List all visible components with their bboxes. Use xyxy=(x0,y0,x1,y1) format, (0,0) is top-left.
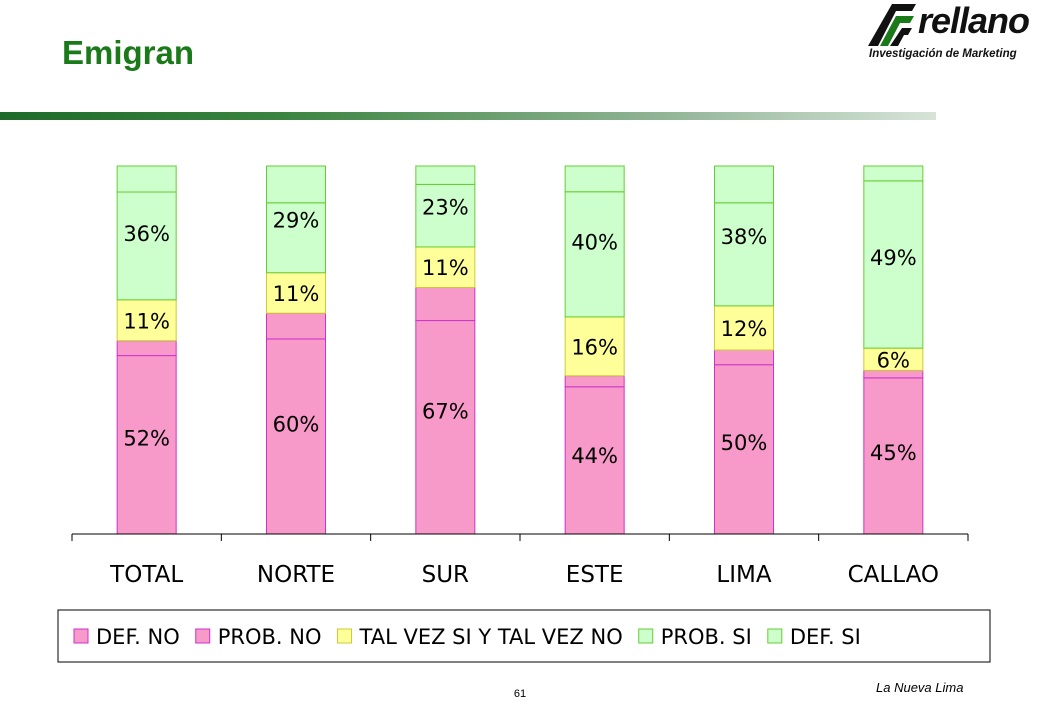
bar-segment xyxy=(266,312,326,340)
bar-segment xyxy=(116,299,177,342)
x-tick-label: CALLAO xyxy=(848,562,939,588)
legend-label: PROB. SI xyxy=(661,625,752,649)
bar-segment xyxy=(266,338,326,535)
bar-segment xyxy=(714,305,774,351)
legend-swatch xyxy=(638,628,654,644)
x-tick-label: TOTAL xyxy=(109,562,183,588)
bar-segment xyxy=(116,340,177,357)
bar-segment xyxy=(564,386,625,535)
data-label: 11% xyxy=(123,309,170,333)
legend-box xyxy=(57,609,991,663)
data-label: 38% xyxy=(721,225,768,249)
bar-segment xyxy=(564,191,625,318)
data-label: 49% xyxy=(870,246,917,270)
data-label: 50% xyxy=(721,431,768,455)
bar-segment xyxy=(266,202,326,274)
logo-wordmark: rellano xyxy=(918,0,1030,41)
bar-segment xyxy=(714,165,774,204)
legend-swatch xyxy=(767,628,783,644)
brand-logo: rellano Investigación de Marketing xyxy=(866,0,1038,66)
data-label: 60% xyxy=(273,413,320,437)
x-tick-label: LIMA xyxy=(716,562,771,588)
x-tick-label: NORTE xyxy=(257,562,335,588)
data-label: 12% xyxy=(721,317,768,341)
bar-segment xyxy=(415,183,476,248)
data-label: 6% xyxy=(877,348,910,372)
bar-segment xyxy=(714,349,774,366)
bar-segment xyxy=(266,272,326,314)
bar-segment xyxy=(266,165,326,204)
bar-segment xyxy=(415,246,476,288)
bar-segment xyxy=(863,165,924,182)
slide-title: Emigran xyxy=(62,34,195,71)
legend-label: DEF. NO xyxy=(96,625,180,649)
data-label: 40% xyxy=(571,230,618,254)
title-divider xyxy=(0,112,936,120)
data-label: 23% xyxy=(422,195,469,219)
data-label: 45% xyxy=(870,441,917,465)
data-label: 11% xyxy=(422,256,469,280)
data-label: 16% xyxy=(571,335,618,359)
data-label: 29% xyxy=(273,208,320,232)
legend-swatch xyxy=(73,628,89,644)
bar-segment xyxy=(863,180,924,349)
bar-segment xyxy=(116,165,177,193)
legend-label: PROB. NO xyxy=(218,625,322,649)
bar-segment xyxy=(714,202,774,307)
bar-segment xyxy=(564,316,625,377)
data-label: 44% xyxy=(571,444,618,468)
legend-label: TAL VEZ SI Y TAL VEZ NO xyxy=(359,625,623,649)
footer-note: La Nueva Lima xyxy=(876,680,964,695)
bar-segment xyxy=(415,165,476,185)
data-label: 36% xyxy=(123,222,170,246)
bar-segment xyxy=(415,286,476,322)
x-tick-label: SUR xyxy=(422,562,469,588)
data-label: 11% xyxy=(273,282,320,306)
x-tick-label: ESTE xyxy=(566,562,624,588)
logo-subtitle: Investigación de Marketing xyxy=(869,48,1017,60)
logo-mark-icon xyxy=(868,4,916,46)
legend-swatch xyxy=(195,628,211,644)
bar-segment xyxy=(564,165,625,193)
legend-swatch xyxy=(337,628,353,644)
data-label: 67% xyxy=(422,400,469,424)
page-number: 61 xyxy=(513,688,527,700)
bar-segment xyxy=(116,191,177,301)
bar-segment xyxy=(564,375,625,388)
bar-segment xyxy=(714,364,774,535)
bar-segment xyxy=(415,320,476,535)
data-label: 52% xyxy=(123,426,170,450)
legend-label: DEF. SI xyxy=(790,625,861,649)
